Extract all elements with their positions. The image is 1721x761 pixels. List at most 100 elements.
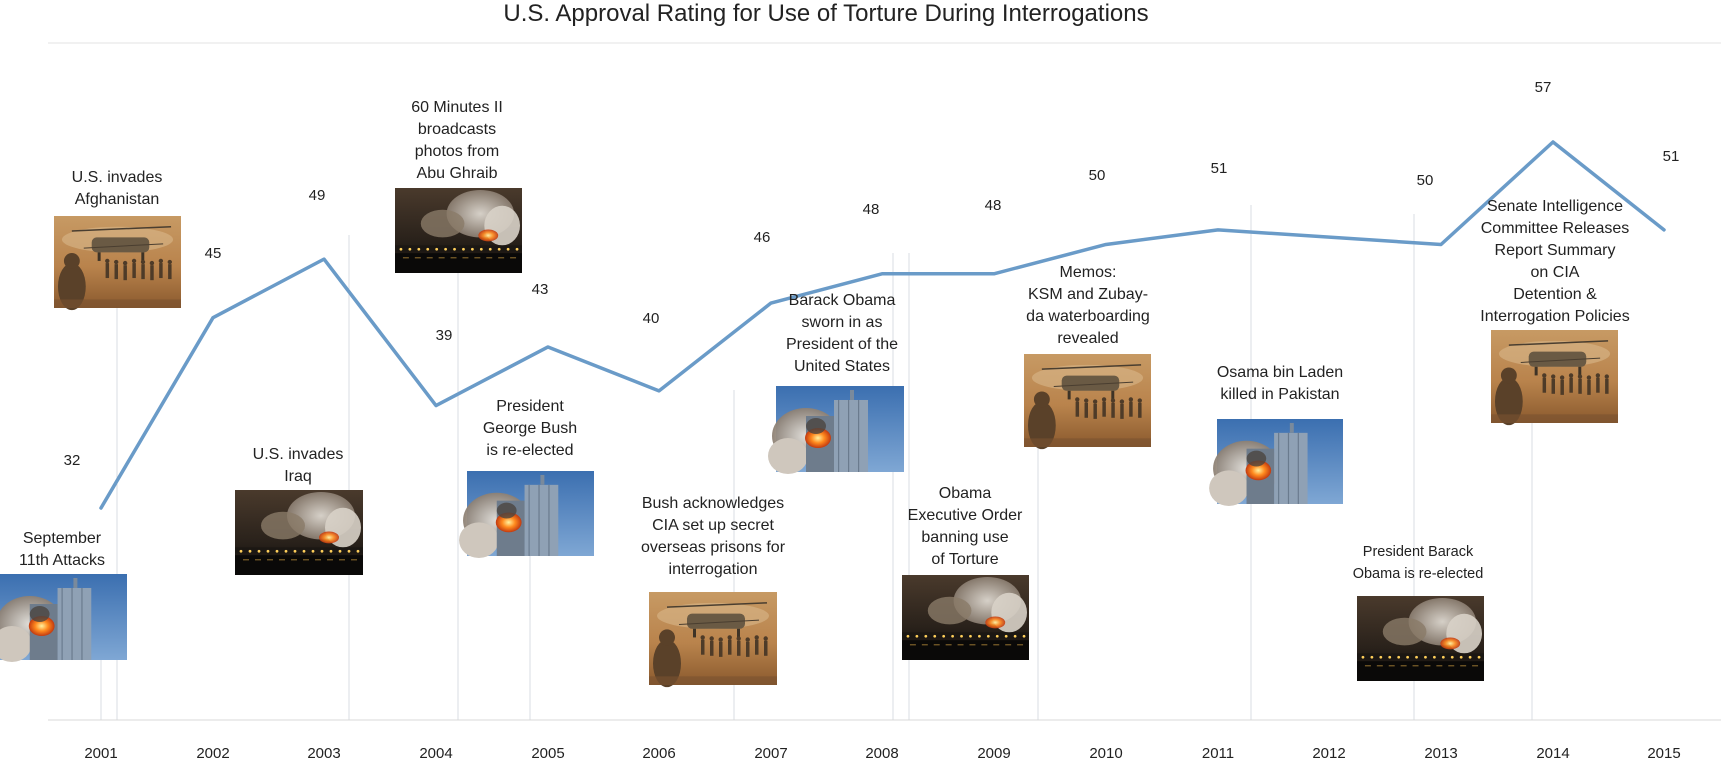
- event-obama-reelected-city-explosion-photo: [1357, 596, 1484, 681]
- event-label-line: Senate Intelligence: [1487, 198, 1623, 215]
- event-label-line: President Barack: [1363, 544, 1474, 560]
- event-label-line: of Torture: [931, 551, 998, 568]
- x-tick-2004: 2004: [419, 745, 452, 761]
- data-labels: 32 45 49 39 43 40 46 48 48 50 51 50 57 51: [64, 79, 1680, 469]
- event-label-line: Barack Obama: [789, 292, 896, 309]
- event-sept11: September 11th Attacks: [0, 530, 127, 662]
- event-label-line: overseas prisons for: [641, 539, 786, 556]
- event-label-line: Detention &: [1513, 286, 1597, 303]
- event-label-iraq: U.S. invades Iraq: [253, 446, 344, 485]
- x-tick-2008: 2008: [865, 745, 898, 761]
- event-obama-sworn: Barack Obama sworn in as President of the U…: [768, 292, 904, 474]
- event-label-senate: Senate Intelligence Committee Releases Rep…: [1480, 198, 1629, 325]
- event-senate: Senate Intelligence Committee Releases Rep…: [1480, 198, 1630, 426]
- event-label-line: revealed: [1057, 330, 1118, 347]
- event-label-line: Committee Releases: [1481, 220, 1630, 237]
- event-label-obama-reelected: President Barack Obama is re-elected: [1353, 544, 1484, 582]
- event-bush-twin-towers-photo: [459, 471, 594, 558]
- event-label-line: broadcasts: [418, 121, 496, 138]
- event-label-line: interrogation: [669, 561, 758, 578]
- data-label-2010: 50: [1089, 167, 1106, 184]
- event-exec-order: Obama Executive Order banning use of Tortur…: [902, 485, 1029, 660]
- event-iraq-city-explosion-photo: [235, 490, 363, 575]
- event-senate-soldiers-helicopter-photo: [1491, 330, 1618, 426]
- x-tick-2005: 2005: [531, 745, 564, 761]
- x-tick-2014: 2014: [1536, 745, 1569, 761]
- event-obama-sworn-twin-towers-photo: [768, 386, 904, 474]
- event-label-line: Obama: [939, 485, 992, 502]
- data-label-2015: 51: [1663, 148, 1680, 165]
- x-tick-2006: 2006: [642, 745, 675, 761]
- event-prisons: Bush acknowledges CIA set up secret overse…: [641, 495, 786, 688]
- event-label-line: Bush acknowledges: [642, 495, 784, 512]
- event-label-prisons: Bush acknowledges CIA set up secret overse…: [641, 495, 786, 578]
- event-label-line: sworn in as: [802, 314, 883, 331]
- event-abughraib-city-explosion-photo: [395, 188, 522, 273]
- event-label-line: KSM and Zubay-: [1028, 286, 1148, 303]
- x-tick-2003: 2003: [307, 745, 340, 761]
- event-label-line: Memos:: [1060, 264, 1117, 281]
- approval-series-line: [99, 140, 1666, 510]
- event-prisons-soldiers-helicopter-photo: [649, 592, 777, 688]
- data-label-2006: 40: [643, 310, 660, 327]
- data-label-2003: 49: [309, 187, 326, 204]
- event-label-bush: President George Bush is re-elected: [483, 398, 577, 459]
- event-label-line: photos from: [415, 143, 499, 160]
- x-tick-2011: 2011: [1202, 745, 1234, 761]
- x-tick-2001: 2001: [84, 745, 117, 761]
- event-binladen: Osama bin Laden killed in Pakistan: [1209, 364, 1343, 506]
- data-label-2014: 57: [1535, 79, 1552, 96]
- event-label-line: banning use: [921, 529, 1008, 546]
- x-axis-ticks: 2001 2002 2003 2004 2005 2006 2007 2008 2009 2010…: [84, 745, 1680, 761]
- event-label-line: President of the: [786, 336, 898, 353]
- data-label-2002: 45: [205, 245, 222, 262]
- event-label-line: da waterboarding: [1026, 308, 1150, 325]
- event-label-line: U.S. invades: [253, 446, 344, 463]
- event-label-line: Executive Order: [908, 507, 1023, 524]
- event-label-line: is re-elected: [486, 442, 573, 459]
- data-label-2004: 39: [436, 327, 453, 344]
- x-tick-2013: 2013: [1424, 745, 1457, 761]
- event-label-line: Report Summary: [1495, 242, 1616, 259]
- event-label-line: 60 Minutes II: [411, 99, 503, 116]
- x-tick-2015: 2015: [1647, 745, 1680, 761]
- event-obama-reelected: President Barack Obama is re-elected: [1353, 544, 1484, 681]
- event-label-line: U.S. invades: [72, 169, 163, 186]
- data-label-2005: 43: [532, 281, 549, 298]
- x-tick-2007: 2007: [754, 745, 787, 761]
- event-label-binladen: Osama bin Laden killed in Pakistan: [1217, 364, 1343, 403]
- event-label-line: George Bush: [483, 420, 577, 437]
- event-sept11-twin-towers-photo: [0, 574, 127, 662]
- event-label-line: Obama is re-elected: [1353, 566, 1484, 582]
- event-label-line: September: [23, 530, 102, 547]
- x-tick-2010: 2010: [1089, 745, 1122, 761]
- event-label-line: on CIA: [1531, 264, 1580, 281]
- event-abughraib: 60 Minutes II broadcasts photos from Abu Gh…: [395, 99, 522, 273]
- event-annotations: September 11th Attacks U.S. invades Afghani…: [0, 99, 1630, 688]
- data-label-2009: 48: [985, 197, 1002, 214]
- event-label-line: Abu Ghraib: [417, 165, 498, 182]
- data-label-2013: 50: [1417, 172, 1434, 189]
- data-label-2001: 32: [64, 452, 81, 469]
- event-memos-soldiers-helicopter-photo: [1024, 354, 1151, 450]
- event-iraq: U.S. invades Iraq: [235, 446, 363, 575]
- event-label-line: CIA set up secret: [652, 517, 774, 534]
- event-label-line: Osama bin Laden: [1217, 364, 1343, 381]
- event-label-line: killed in Pakistan: [1220, 386, 1339, 403]
- event-label-line: President: [496, 398, 564, 415]
- event-afghanistan-soldiers-helicopter-photo: [54, 216, 181, 311]
- event-label-abughraib: 60 Minutes II broadcasts photos from Abu Gh…: [411, 99, 503, 182]
- event-label-memos: Memos: KSM and Zubay-da waterboarding reve…: [1026, 264, 1150, 347]
- event-label-line: Iraq: [284, 468, 312, 485]
- event-label-line: Afghanistan: [75, 191, 160, 208]
- event-binladen-twin-towers-photo: [1209, 419, 1343, 506]
- data-label-2008: 48: [863, 201, 880, 218]
- chart-title: U.S. Approval Rating for Use of Torture …: [503, 0, 1148, 27]
- event-label-exec-order: Obama Executive Order banning use of Tortur…: [908, 485, 1023, 568]
- event-label-afghanistan: U.S. invades Afghanistan: [72, 169, 163, 208]
- event-label-line: Interrogation Policies: [1480, 308, 1629, 325]
- x-tick-2012: 2012: [1312, 745, 1345, 761]
- event-bush: President George Bush is re-elected: [459, 398, 594, 558]
- event-afghanistan: U.S. invades Afghanistan: [54, 169, 181, 311]
